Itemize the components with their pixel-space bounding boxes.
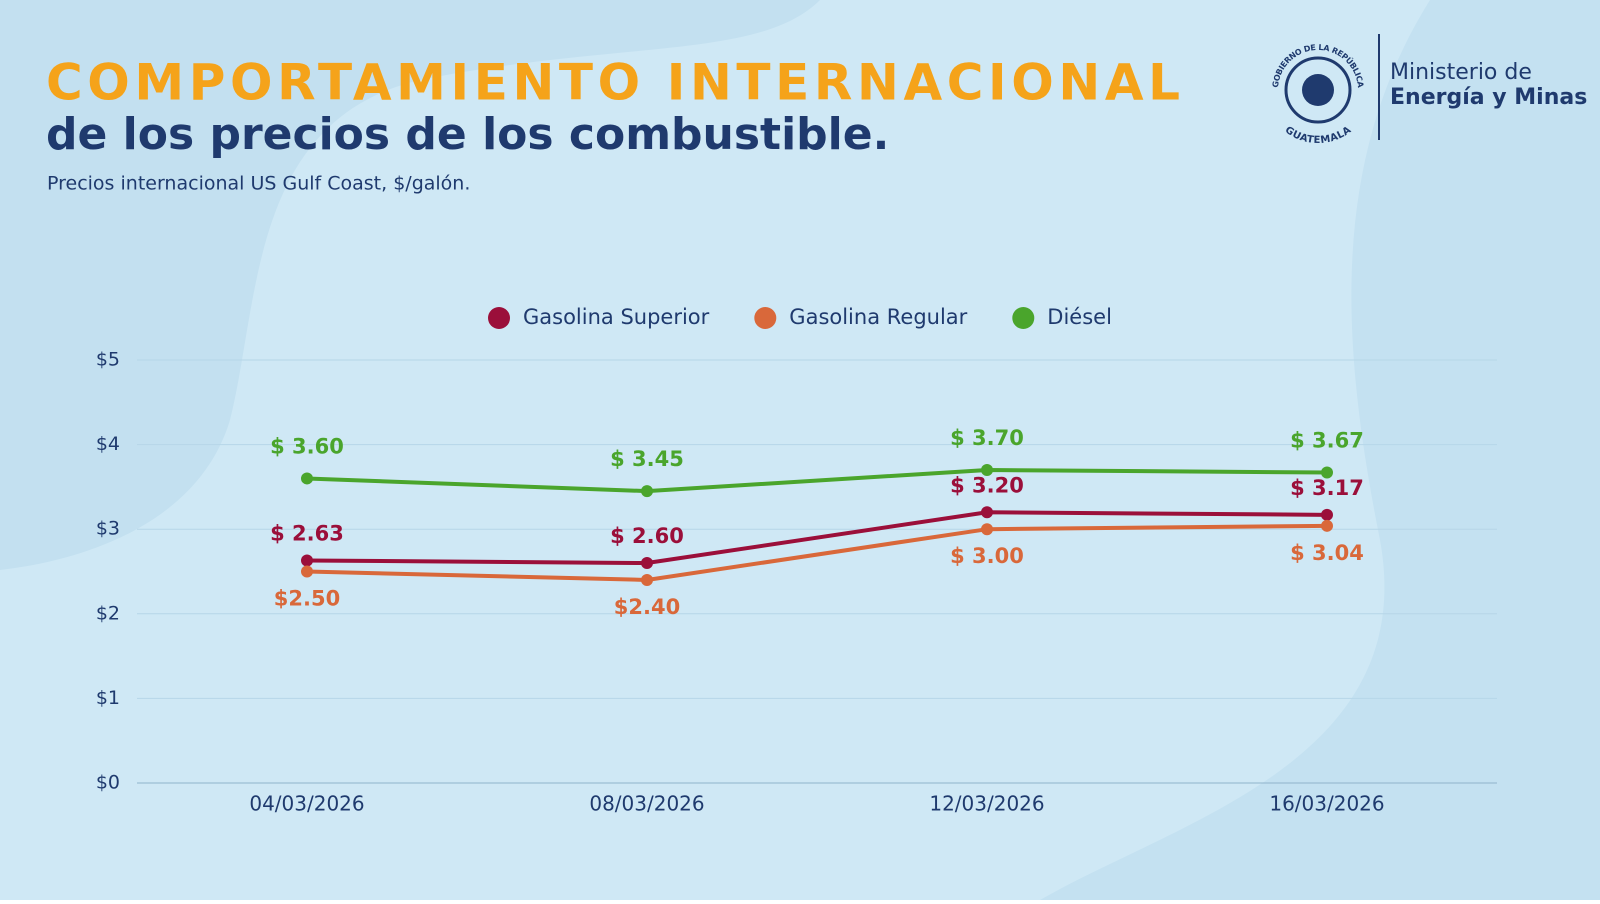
y-tick-label: $2 bbox=[96, 602, 120, 624]
data-point bbox=[301, 472, 313, 485]
y-tick-label: $3 bbox=[96, 518, 120, 540]
legend-marker bbox=[754, 307, 777, 329]
value-label: $ 2.63 bbox=[270, 522, 344, 546]
value-label: $ 3.17 bbox=[1290, 476, 1364, 500]
chart: $0 $1 $2 $3 $4 $5 04/03/2026 08/03/2026 12/03/20… bbox=[96, 305, 1497, 816]
data-point bbox=[641, 573, 653, 586]
y-tick-label: $5 bbox=[96, 349, 120, 371]
series-line bbox=[306, 467, 1328, 494]
value-label: $ 3.04 bbox=[1290, 541, 1364, 565]
note: Precios internacional US Gulf Coast, $/g… bbox=[47, 173, 470, 195]
data-point bbox=[301, 565, 313, 578]
logo-line2: Energía y Minas bbox=[1390, 85, 1587, 110]
data-point bbox=[981, 523, 993, 536]
seal-emblem bbox=[1302, 74, 1334, 106]
data-point bbox=[981, 463, 993, 476]
subtitle: de los precios de los combustible. bbox=[46, 109, 889, 160]
value-label: $ 3.60 bbox=[270, 434, 344, 458]
value-label: $ 3.00 bbox=[950, 544, 1024, 568]
data-point bbox=[981, 506, 993, 519]
legend-label: Gasolina Regular bbox=[789, 305, 967, 329]
logo-line1: Ministerio de bbox=[1390, 60, 1532, 85]
x-tick-label: 12/03/2026 bbox=[929, 792, 1044, 816]
legend-marker bbox=[488, 307, 510, 329]
legend-label: Gasolina Superior bbox=[523, 305, 710, 329]
data-point bbox=[641, 485, 653, 498]
series-line bbox=[306, 523, 1328, 582]
seal bbox=[1284, 56, 1352, 124]
y-tick-label: $1 bbox=[96, 687, 120, 709]
data-point bbox=[641, 557, 653, 570]
data-point bbox=[1321, 519, 1333, 532]
value-label: $ 3.45 bbox=[610, 447, 684, 471]
series-line bbox=[306, 510, 1328, 566]
x-tick-label: 16/03/2026 bbox=[1269, 792, 1384, 816]
value-label: $ 2.60 bbox=[610, 524, 684, 548]
background-blob bbox=[1040, 0, 1600, 900]
value-label: $2.50 bbox=[274, 587, 340, 611]
data-point bbox=[1321, 508, 1333, 521]
value-label: $ 3.20 bbox=[950, 473, 1024, 497]
legend-marker bbox=[1012, 307, 1035, 329]
x-tick-label: 08/03/2026 bbox=[589, 792, 704, 816]
data-point bbox=[301, 554, 313, 567]
value-label: $ 3.67 bbox=[1290, 429, 1364, 453]
x-tick-label: 04/03/2026 bbox=[249, 792, 364, 816]
background-blob bbox=[0, 0, 820, 570]
title: COMPORTAMIENTO INTERNACIONAL bbox=[46, 54, 1180, 112]
value-label: $ 3.70 bbox=[950, 426, 1024, 450]
value-label: $2.40 bbox=[614, 595, 680, 619]
data-point bbox=[1321, 466, 1333, 479]
y-tick-label: $0 bbox=[96, 772, 120, 794]
legend-label: Diésel bbox=[1047, 305, 1112, 329]
y-tick-label: $4 bbox=[96, 433, 120, 455]
